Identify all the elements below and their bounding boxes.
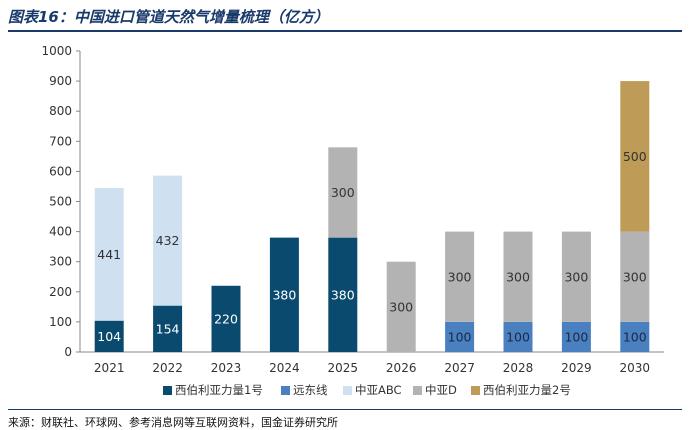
y-tick-label: 100: [49, 315, 72, 329]
data-label: 104: [97, 329, 121, 344]
bar-segment: [94, 320, 124, 352]
bar-segment: [620, 231, 650, 322]
data-label: 100: [564, 329, 588, 344]
data-label: 300: [448, 269, 472, 284]
legend-label: 西伯利亚力量1号: [175, 383, 263, 397]
y-tick-label: 200: [49, 285, 72, 299]
y-tick-label: 700: [49, 134, 72, 148]
bar-segment: [328, 147, 358, 238]
y-tick-label: 0: [64, 345, 72, 359]
data-label: 300: [506, 269, 530, 284]
legend-swatch: [413, 386, 422, 395]
bar-segment: [503, 321, 533, 352]
legend-swatch: [471, 386, 480, 395]
x-tick-label: 2028: [503, 361, 534, 375]
bar-segment: [445, 321, 475, 352]
x-tick-label: 2024: [269, 361, 300, 375]
chart-title: 图表16：中国进口管道天然气增量梳理（亿方）: [8, 8, 329, 26]
data-label: 432: [156, 233, 180, 248]
bar-segment: [386, 261, 416, 352]
data-label: 220: [214, 311, 238, 326]
legend-label: 远东线: [293, 383, 328, 397]
bar-segment: [94, 187, 124, 321]
data-label: 380: [272, 287, 296, 302]
data-label: 100: [506, 329, 530, 344]
bar-segment: [153, 305, 183, 352]
legend-label: 中亚ABC: [355, 383, 402, 397]
bar-segment: [561, 231, 591, 322]
bar-segment: [620, 81, 650, 232]
data-label: 154: [156, 321, 180, 336]
bar-segment: [445, 231, 475, 322]
x-tick-label: 2026: [386, 361, 417, 375]
title-divider: [8, 30, 682, 32]
data-label: 100: [623, 329, 647, 344]
data-label: 441: [97, 247, 121, 262]
bar-segment: [153, 175, 183, 306]
legend-swatch: [343, 386, 352, 395]
bar-segment: [269, 237, 299, 352]
data-label: 300: [564, 269, 588, 284]
bar-segment: [561, 321, 591, 352]
bar-segment: [620, 321, 650, 352]
y-tick-label: 400: [49, 225, 72, 239]
y-tick-label: 1000: [41, 44, 72, 58]
x-tick-label: 2030: [620, 361, 651, 375]
bar-segment: [328, 237, 358, 352]
data-label: 500: [623, 149, 647, 164]
y-tick-label: 600: [49, 164, 72, 178]
footer-divider: [8, 409, 682, 410]
x-tick-label: 2025: [328, 361, 359, 375]
x-tick-label: 2029: [561, 361, 592, 375]
legend-swatch: [163, 386, 172, 395]
source-note: 来源：财联社、环球网、参考消息网等互联网资料，国金证券研究所: [8, 416, 338, 429]
y-tick-label: 900: [49, 74, 72, 88]
y-tick-label: 500: [49, 195, 72, 209]
data-label: 300: [623, 269, 647, 284]
bar-segment: [503, 231, 533, 322]
x-tick-label: 2023: [211, 361, 242, 375]
bar-segment: [211, 285, 241, 352]
x-tick-label: 2022: [152, 361, 183, 375]
data-label: 300: [389, 299, 413, 314]
legend-label: 西伯利亚力量2号: [483, 383, 571, 397]
y-tick-label: 300: [49, 255, 72, 269]
x-tick-label: 2027: [444, 361, 475, 375]
data-label: 100: [448, 329, 472, 344]
data-label: 300: [331, 185, 355, 200]
y-tick-label: 800: [49, 104, 72, 118]
data-label: 380: [331, 287, 355, 302]
legend-label: 中亚D: [425, 383, 457, 397]
legend-swatch: [281, 386, 290, 395]
x-tick-label: 2021: [94, 361, 125, 375]
